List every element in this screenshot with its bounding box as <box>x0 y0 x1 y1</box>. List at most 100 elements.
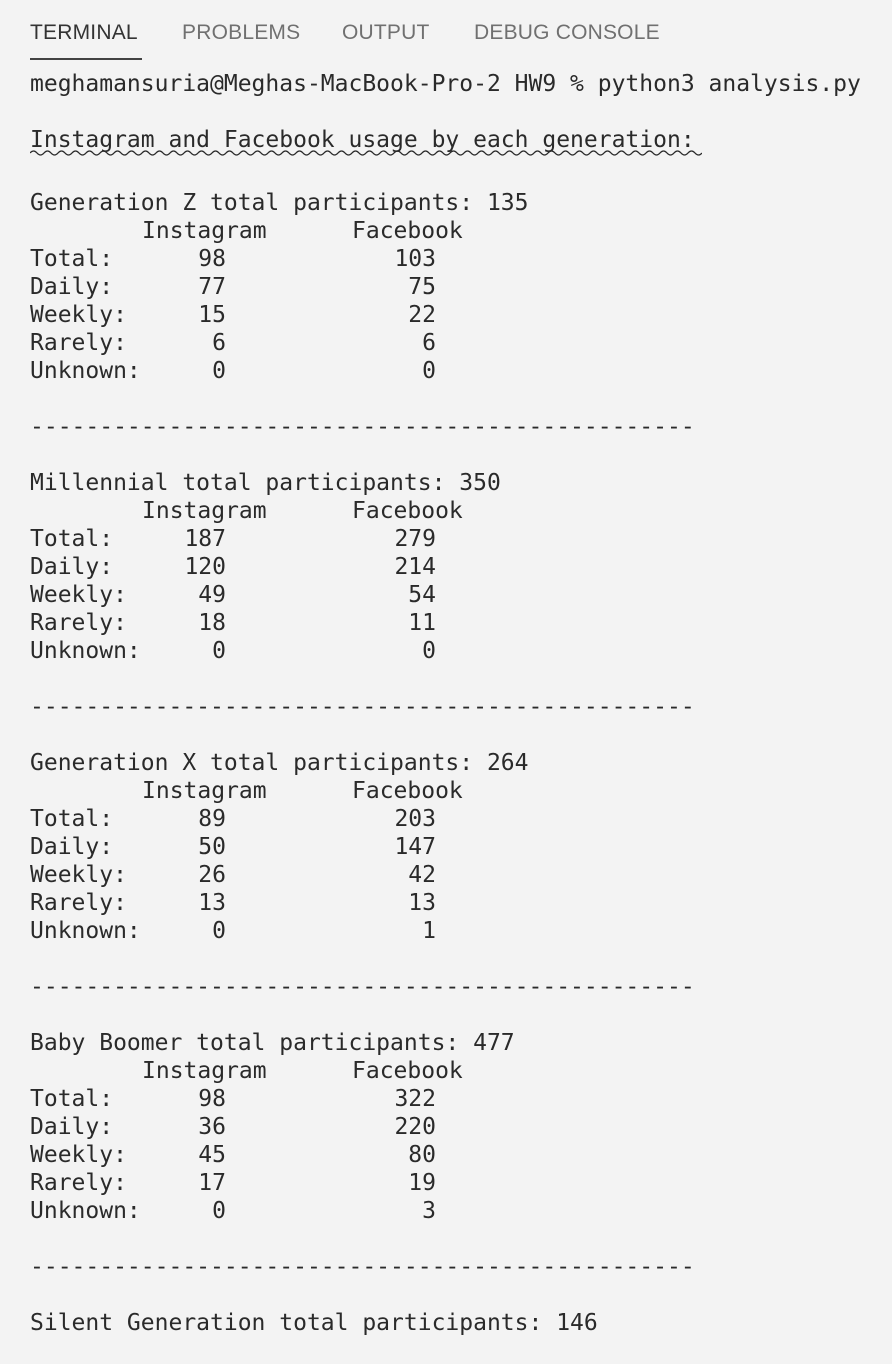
instagram-value: 98 <box>198 1086 226 1112</box>
facebook-value: 220 <box>394 1114 436 1140</box>
facebook-value: 3 <box>422 1198 436 1224</box>
stat-row-unknown: Unknown: 0 0 <box>30 637 880 665</box>
facebook-value: 1 <box>422 918 436 944</box>
blank-line <box>30 385 880 413</box>
generation-title: Millennial total participants: 350 <box>30 470 501 496</box>
row-label: Weekly: <box>30 582 127 608</box>
stat-row-daily: Daily: 36 220 <box>30 1113 880 1141</box>
row-label: Total: <box>30 1086 114 1112</box>
column-header-row: Instagram Facebook <box>30 497 880 525</box>
instagram-value: 89 <box>198 806 226 832</box>
row-label: Rarely: <box>30 890 127 916</box>
facebook-value: 6 <box>422 330 436 356</box>
blank-line <box>30 1001 880 1029</box>
stat-row-unknown: Unknown: 0 3 <box>30 1197 880 1225</box>
stat-row-total: Total: 89 203 <box>30 805 880 833</box>
tab-output[interactable]: OUTPUT <box>342 21 430 44</box>
instagram-value: 13 <box>198 890 226 916</box>
blank-line <box>30 98 880 126</box>
instagram-value: 50 <box>198 834 226 860</box>
instagram-value: 0 <box>212 1198 226 1224</box>
generation-block: Generation Z total participants: 135 Ins… <box>30 189 880 469</box>
row-label: Weekly: <box>30 302 127 328</box>
row-label: Weekly: <box>30 862 127 888</box>
row-label: Total: <box>30 246 114 272</box>
stat-row-rarely: Rarely: 13 13 <box>30 889 880 917</box>
generation-blocks: Generation Z total participants: 135 Ins… <box>30 189 880 1309</box>
blank-line <box>30 945 880 973</box>
facebook-value: 279 <box>394 526 436 552</box>
instagram-column-header: Instagram <box>142 218 267 244</box>
terminal-prompt-line: meghamansuria@Meghas-MacBook-Pro-2 HW9 %… <box>30 71 861 97</box>
facebook-value: 214 <box>394 554 436 580</box>
row-label: Unknown: <box>30 638 141 664</box>
generation-title: Silent Generation total participants: 14… <box>30 1310 598 1336</box>
generation-title: Baby Boomer total participants: 477 <box>30 1030 515 1056</box>
row-label: Total: <box>30 526 114 552</box>
facebook-column-header: Facebook <box>352 778 463 804</box>
generation-title: Generation Z total participants: 135 <box>30 190 529 216</box>
tab-problems[interactable]: PROBLEMS <box>182 21 301 44</box>
facebook-value: 80 <box>408 1142 436 1168</box>
facebook-value: 0 <box>422 638 436 664</box>
instagram-value: 0 <box>212 638 226 664</box>
tab-terminal[interactable]: TERMINAL <box>30 21 138 44</box>
stat-row-weekly: Weekly: 26 42 <box>30 861 880 889</box>
instagram-value: 98 <box>198 246 226 272</box>
row-label: Daily: <box>30 554 114 580</box>
stat-row-total: Total: 187 279 <box>30 525 880 553</box>
instagram-column-header: Instagram <box>142 778 267 804</box>
facebook-value: 147 <box>394 834 436 860</box>
instagram-value: 26 <box>198 862 226 888</box>
row-label: Daily: <box>30 834 114 860</box>
facebook-value: 0 <box>422 358 436 384</box>
instagram-value: 120 <box>184 554 226 580</box>
stat-row-weekly: Weekly: 45 80 <box>30 1141 880 1169</box>
generation-block: Baby Boomer total participants: 477 Inst… <box>30 1029 880 1309</box>
instagram-value: 36 <box>198 1114 226 1140</box>
generation-block: Millennial total participants: 350 Insta… <box>30 469 880 749</box>
stat-row-rarely: Rarely: 6 6 <box>30 329 880 357</box>
facebook-column-header: Facebook <box>352 498 463 524</box>
row-label: Rarely: <box>30 330 127 356</box>
facebook-value: 13 <box>408 890 436 916</box>
row-label: Unknown: <box>30 918 141 944</box>
row-label: Weekly: <box>30 1142 127 1168</box>
stat-row-unknown: Unknown: 0 0 <box>30 357 880 385</box>
instagram-value: 77 <box>198 274 226 300</box>
instagram-value: 18 <box>198 610 226 636</box>
squiggle-underline <box>29 150 703 156</box>
row-label: Daily: <box>30 274 114 300</box>
row-label: Unknown: <box>30 358 141 384</box>
instagram-value: 15 <box>198 302 226 328</box>
tab-debug-console[interactable]: DEBUG CONSOLE <box>474 21 660 44</box>
terminal-output[interactable]: meghamansuria@Meghas-MacBook-Pro-2 HW9 %… <box>29 70 880 1337</box>
blank-line <box>30 1225 880 1253</box>
instagram-value: 0 <box>212 358 226 384</box>
row-label: Total: <box>30 806 114 832</box>
facebook-value: 75 <box>408 274 436 300</box>
separator-line: ----------------------------------------… <box>30 1254 695 1280</box>
column-header-row: Instagram Facebook <box>30 777 880 805</box>
facebook-value: 42 <box>408 862 436 888</box>
stat-row-rarely: Rarely: 18 11 <box>30 609 880 637</box>
facebook-value: 54 <box>408 582 436 608</box>
output-heading: Instagram and Facebook usage by each gen… <box>30 127 695 153</box>
separator-line: ----------------------------------------… <box>30 694 695 720</box>
instagram-value: 6 <box>212 330 226 356</box>
column-header-row: Instagram Facebook <box>30 1057 880 1085</box>
facebook-value: 19 <box>408 1170 436 1196</box>
blank-line <box>30 721 880 749</box>
stat-row-total: Total: 98 103 <box>30 245 880 273</box>
separator-line: ----------------------------------------… <box>30 974 695 1000</box>
facebook-value: 11 <box>408 610 436 636</box>
instagram-value: 45 <box>198 1142 226 1168</box>
instagram-column-header: Instagram <box>142 1058 267 1084</box>
row-label: Daily: <box>30 1114 114 1140</box>
generation-block: Generation X total participants: 264 Ins… <box>30 749 880 1029</box>
blank-line <box>30 441 880 469</box>
blank-line <box>30 1281 880 1309</box>
instagram-value: 49 <box>198 582 226 608</box>
instagram-value: 187 <box>184 526 226 552</box>
stat-row-weekly: Weekly: 15 22 <box>30 301 880 329</box>
